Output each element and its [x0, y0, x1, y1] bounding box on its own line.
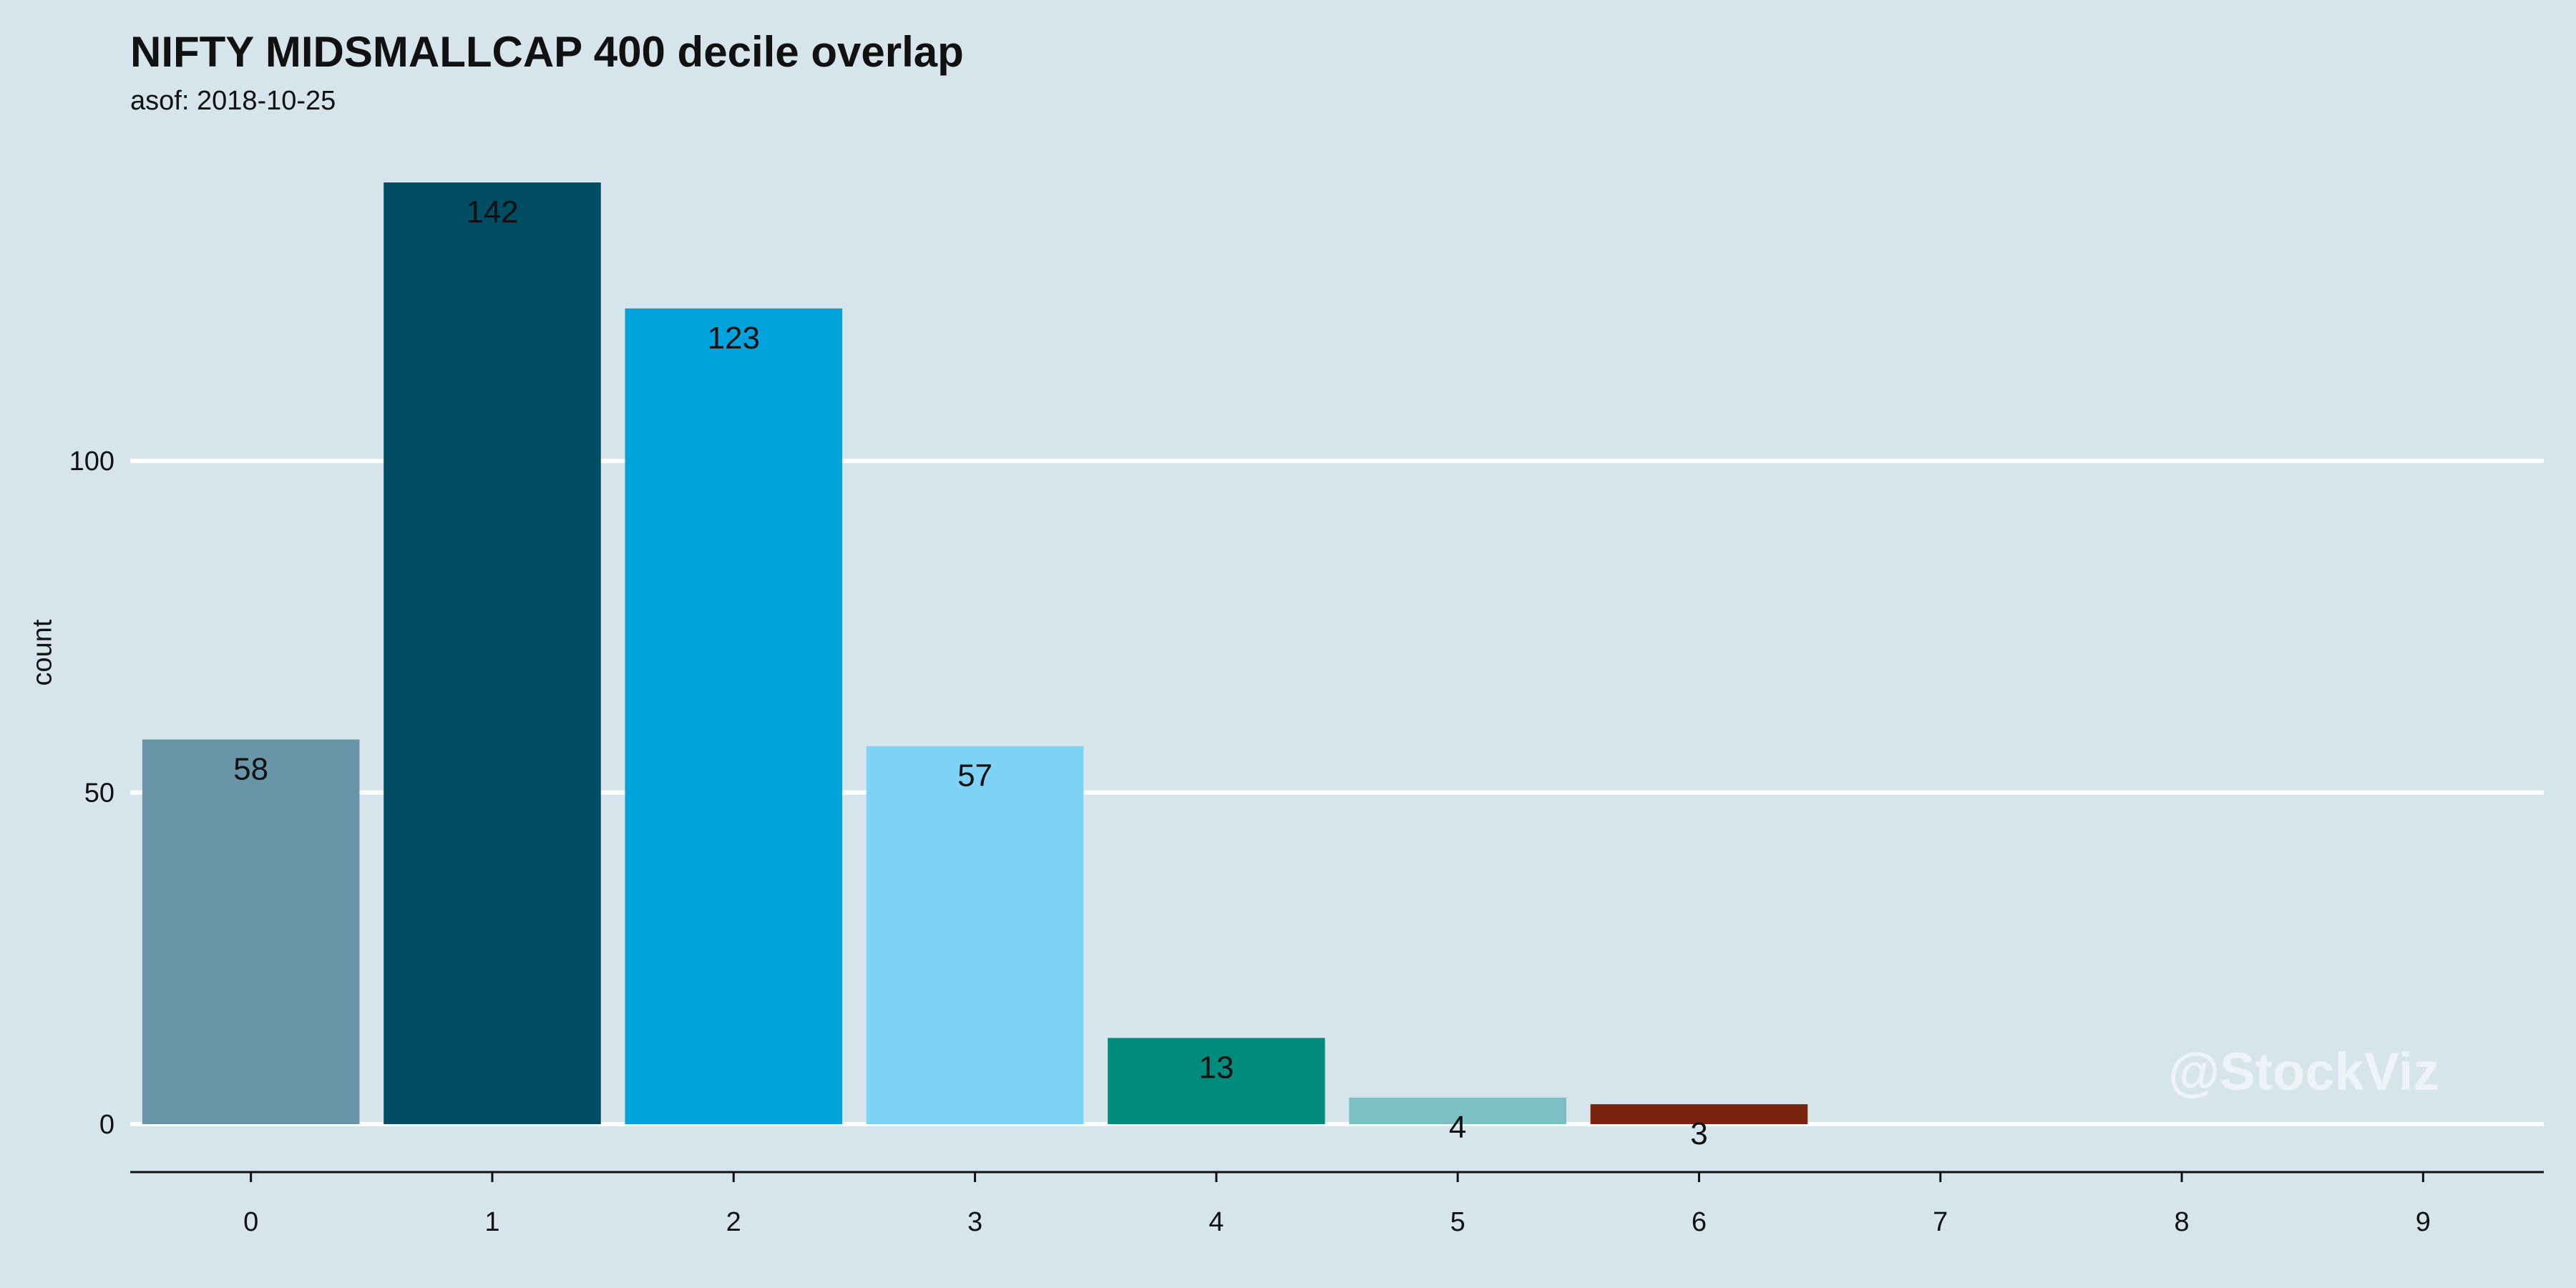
y-tick-label: 100: [69, 447, 114, 477]
x-tick-label: 2: [726, 1207, 741, 1237]
y-tick-label: 50: [84, 779, 114, 809]
watermark-text: @StockViz: [2168, 1042, 2440, 1101]
bar-5: [1349, 1097, 1566, 1124]
x-tick-label: 0: [243, 1207, 258, 1237]
chart-subtitle: asof: 2018-10-25: [130, 86, 336, 116]
bar-1: [384, 182, 601, 1124]
x-tick-label: 1: [484, 1207, 499, 1237]
x-tick-label: 4: [1209, 1207, 1224, 1237]
x-tick-label: 5: [1450, 1207, 1465, 1237]
x-tick-label: 7: [1933, 1207, 1948, 1237]
bar-value-label: 3: [1690, 1116, 1707, 1151]
bar-value-label: 57: [957, 758, 992, 794]
x-tick-label: 8: [2174, 1207, 2189, 1237]
bar-value-label: 4: [1449, 1110, 1466, 1145]
bar-value-label: 58: [233, 751, 268, 786]
x-tick-label: 9: [2416, 1207, 2431, 1237]
bar-2: [625, 308, 843, 1125]
bar-value-label: 123: [708, 321, 760, 356]
chart-title: NIFTY MIDSMALLCAP 400 decile overlap: [130, 28, 964, 76]
y-tick-label: 0: [99, 1110, 114, 1140]
bar-6: [1590, 1104, 1808, 1124]
bar-0: [142, 739, 360, 1124]
x-tick-label: 3: [967, 1207, 982, 1237]
bar-4: [1108, 1038, 1325, 1124]
bar-value-label: 142: [466, 195, 518, 230]
x-tick-label: 6: [1692, 1207, 1707, 1237]
bar-3: [866, 746, 1084, 1124]
bar-value-label: 13: [1199, 1050, 1234, 1085]
